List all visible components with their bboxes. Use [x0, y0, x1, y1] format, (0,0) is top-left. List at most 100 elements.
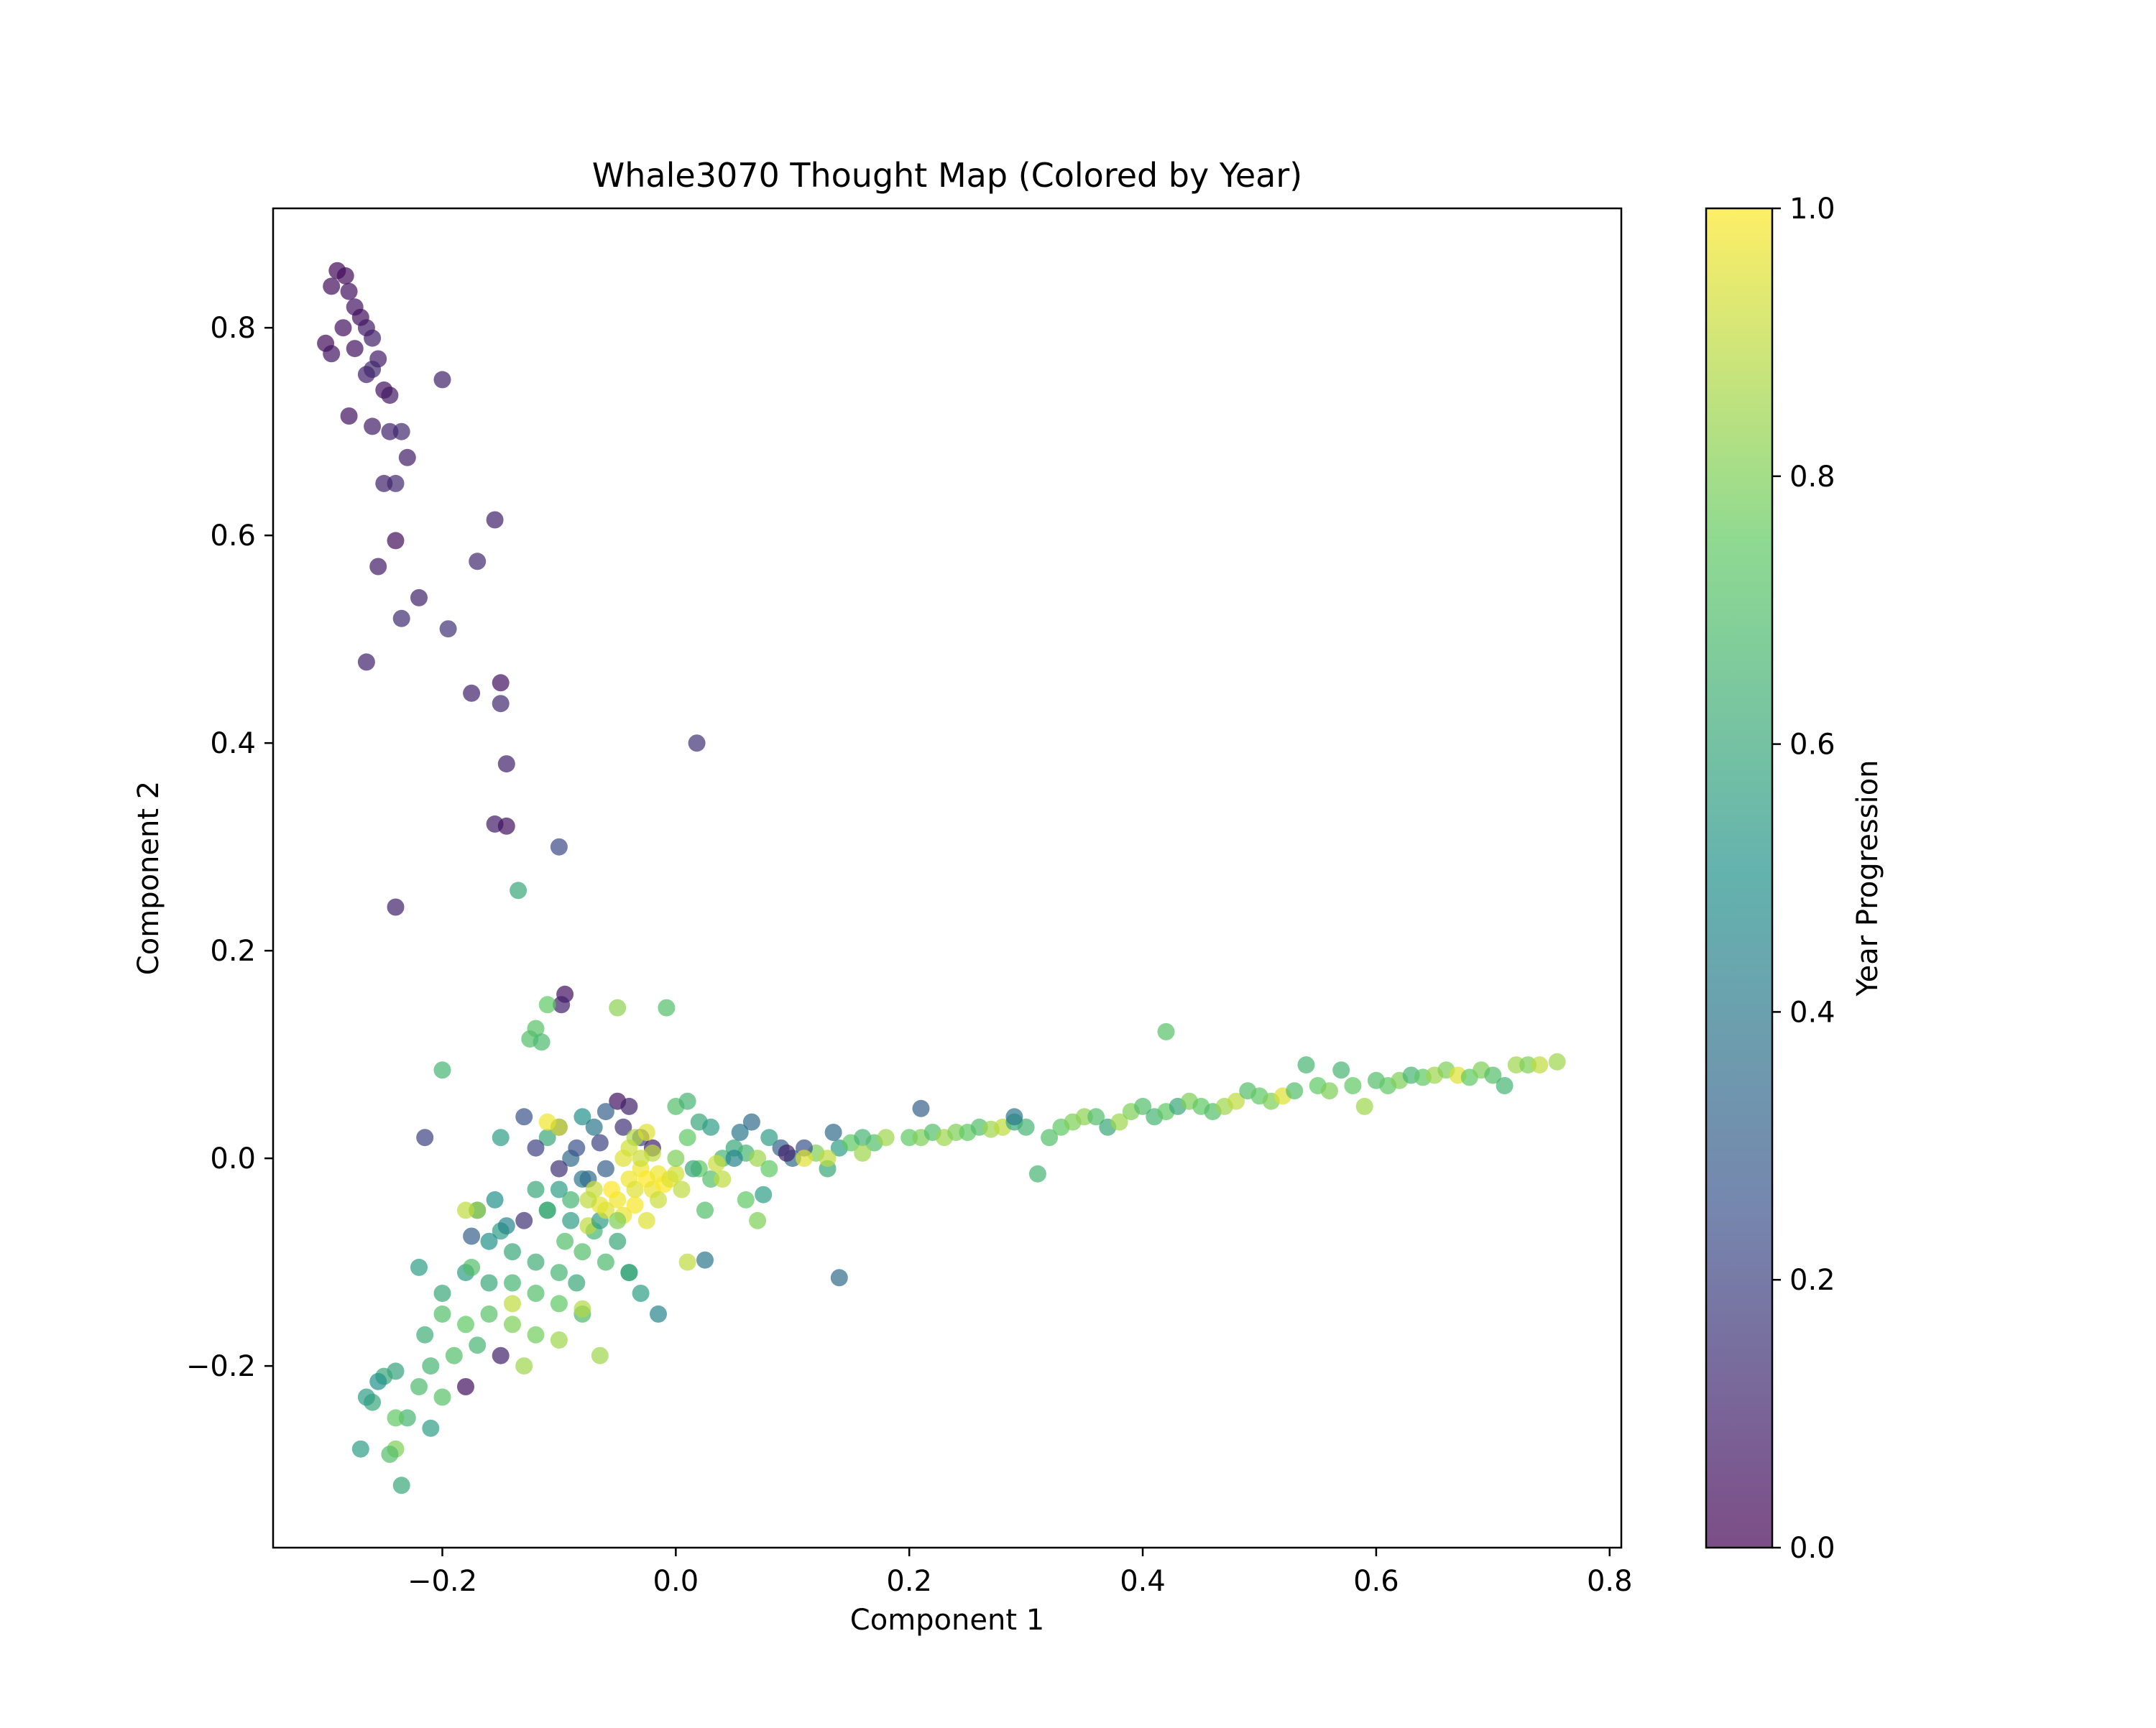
data-point-22 [398, 448, 416, 466]
x-tick-label: −0.2 [407, 1565, 477, 1598]
data-point-254 [749, 1211, 767, 1229]
data-point-94 [457, 1316, 474, 1334]
data-point-172 [457, 1201, 474, 1219]
data-point-119 [515, 1357, 533, 1375]
colorbar-tick-label: 0.2 [1789, 1264, 1835, 1297]
data-point-103 [457, 1378, 474, 1395]
data-point-269 [819, 1150, 837, 1168]
data-point-55 [620, 1097, 638, 1115]
x-axis-ticks: −0.2 0.0 0.2 0.4 0.6 0.8 [407, 1548, 1633, 1598]
colorbar-frame [1705, 207, 1774, 1549]
data-point-11 [323, 345, 341, 363]
colorbar-tick-label: 1.0 [1789, 193, 1835, 226]
data-point-81 [573, 1243, 591, 1261]
data-point-137 [678, 1253, 696, 1271]
data-point-42 [387, 898, 405, 916]
data-point-232 [1320, 1082, 1338, 1100]
data-point-139 [492, 1129, 510, 1147]
data-point-52 [433, 1061, 451, 1079]
data-point-178 [678, 1129, 696, 1147]
data-point-46 [609, 999, 627, 1017]
data-point-224 [1227, 1092, 1245, 1110]
data-point-128 [568, 1274, 586, 1292]
data-point-247 [1496, 1077, 1514, 1094]
data-point-138 [696, 1251, 714, 1269]
data-point-60 [538, 1129, 556, 1147]
y-tick-label: 0.2 [210, 935, 256, 968]
data-point-124 [538, 1201, 556, 1219]
data-point-141 [497, 1217, 515, 1235]
data-point-32 [357, 653, 375, 671]
x-tick-label: 0.8 [1587, 1565, 1633, 1598]
data-point-113 [357, 1388, 375, 1406]
data-point-208 [1041, 1129, 1059, 1147]
data-point-18 [340, 407, 358, 425]
data-point-132 [591, 1134, 609, 1152]
data-point-120 [591, 1346, 609, 1364]
data-point-260 [731, 1124, 749, 1141]
y-tick-label: 0.4 [210, 727, 256, 760]
data-point-175 [678, 1092, 696, 1110]
data-point-186 [760, 1160, 778, 1178]
data-point-214 [1110, 1113, 1128, 1131]
data-point-78 [504, 1243, 521, 1261]
data-point-68 [515, 1108, 533, 1126]
data-point-117 [381, 1446, 399, 1463]
data-point-31 [439, 620, 457, 638]
y-tick-label: 0.0 [210, 1142, 256, 1175]
data-point-21 [392, 422, 410, 440]
data-point-235 [1355, 1097, 1373, 1115]
data-point-88 [480, 1274, 498, 1292]
colorbar-tick-label: 0.6 [1789, 729, 1835, 762]
data-point-71 [562, 1211, 580, 1229]
data-point-14 [364, 361, 382, 378]
data-point-207 [1028, 1165, 1046, 1183]
data-point-133 [614, 1118, 632, 1136]
chart-title: Whale3070 Thought Map (Colored by Year) [592, 156, 1302, 195]
data-point-267 [1005, 1108, 1023, 1126]
data-point-41 [510, 882, 528, 900]
data-point-264 [824, 1124, 842, 1141]
data-point-177 [702, 1118, 720, 1136]
colorbar-tick-label: 0.0 [1789, 1532, 1835, 1565]
data-point-169 [637, 1124, 655, 1141]
data-point-125 [550, 1181, 568, 1198]
data-point-256 [714, 1170, 732, 1188]
data-point-92 [416, 1326, 434, 1344]
data-point-2 [323, 277, 341, 295]
data-point-24 [387, 474, 405, 492]
data-point-27 [469, 553, 487, 570]
data-point-112 [369, 1372, 387, 1390]
data-point-82 [596, 1253, 614, 1271]
x-tick-label: 0.2 [886, 1565, 932, 1598]
colorbar [1706, 208, 1772, 1548]
data-point-102 [492, 1346, 510, 1364]
points-layer [317, 262, 1566, 1494]
x-axis-label: Component 1 [850, 1604, 1044, 1637]
data-point-79 [527, 1253, 545, 1271]
y-tick-label: 0.6 [210, 519, 256, 553]
data-point-90 [433, 1285, 451, 1302]
data-point-153 [667, 1165, 685, 1183]
data-point-246 [1484, 1066, 1502, 1084]
data-point-110 [387, 1409, 405, 1427]
data-point-233 [1332, 1061, 1350, 1079]
y-axis-ticks: −0.2 0.0 0.2 0.4 0.6 0.8 [186, 312, 273, 1383]
data-point-8 [364, 329, 382, 347]
data-point-61 [527, 1139, 545, 1157]
x-tick-label: 0.6 [1353, 1565, 1399, 1598]
data-point-95 [480, 1305, 498, 1323]
data-point-28 [369, 558, 387, 576]
y-axis-label: Component 2 [132, 781, 165, 975]
data-point-195 [877, 1129, 895, 1147]
data-point-146 [626, 1181, 644, 1198]
data-point-268 [796, 1150, 813, 1168]
data-point-134 [632, 1285, 650, 1302]
data-point-142 [463, 1227, 481, 1245]
data-point-116 [392, 1477, 410, 1494]
data-point-156 [603, 1181, 620, 1198]
data-point-63 [550, 1160, 568, 1178]
data-point-37 [497, 755, 515, 773]
